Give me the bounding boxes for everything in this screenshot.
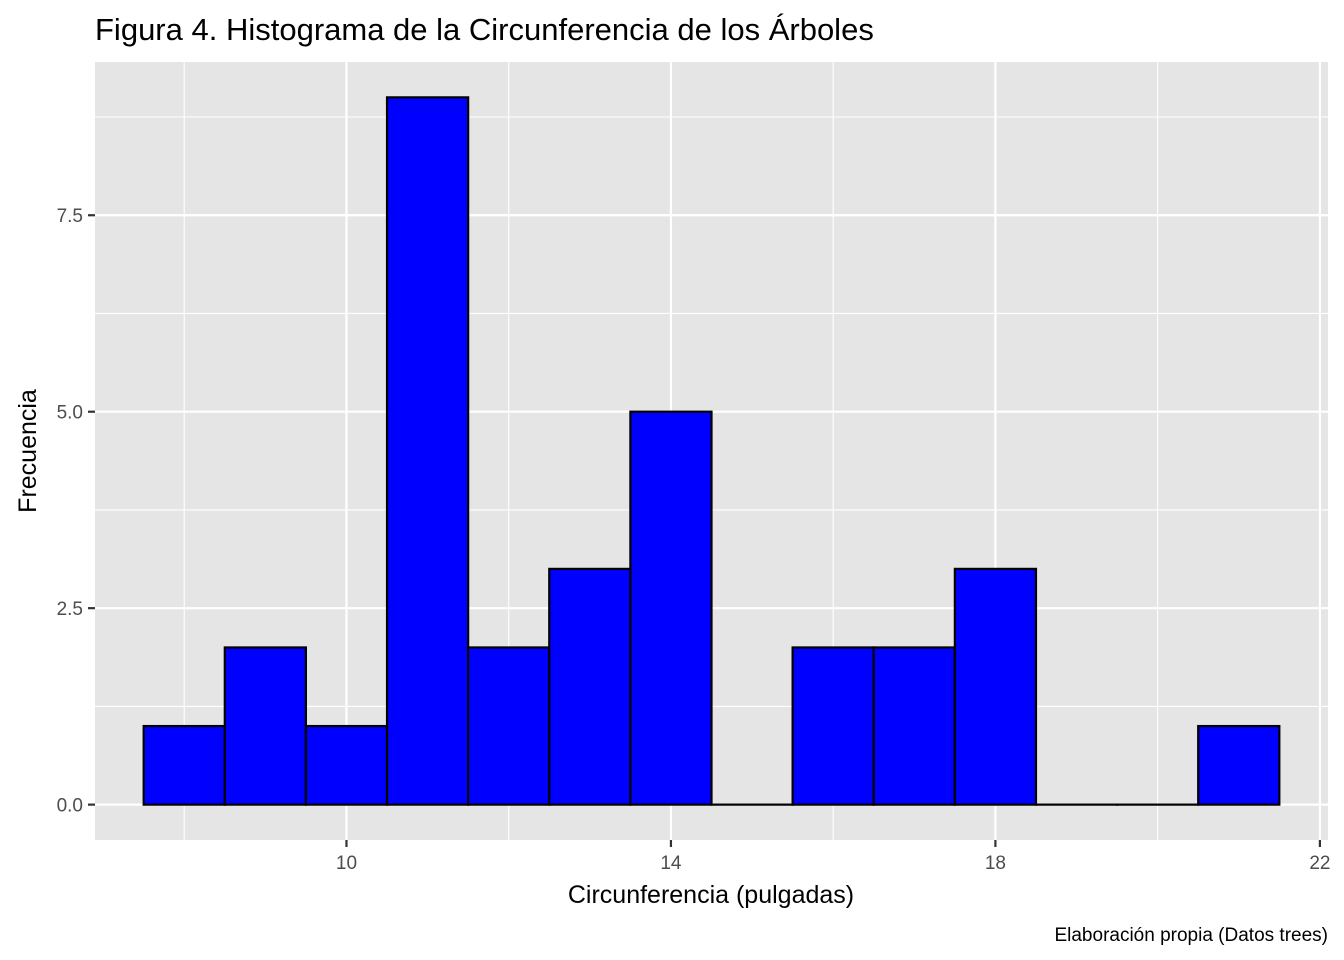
x-tick-label: 14 [660,853,682,874]
histogram-bar [142,724,226,806]
histogram-bar [791,646,875,806]
y-tick-label: 5.0 [57,403,83,424]
y-axis-title: Frecuencia [14,389,42,513]
histogram-bar [385,96,470,806]
x-tick-label: 22 [1309,853,1330,874]
y-tick-label: 2.5 [57,599,83,620]
histogram-bar [629,410,713,806]
histogram-bar [223,646,308,806]
chart-caption: Elaboración propia (Datos trees) [1054,925,1328,946]
histogram-bar [953,567,1038,806]
y-tick-label: 0.0 [57,796,83,817]
histogram-bar [872,646,956,806]
histogram-bar [548,567,632,806]
histogram-bar [304,724,389,806]
x-tick-label: 10 [336,853,357,874]
histogram-bar [1197,724,1281,806]
x-tick-label: 18 [985,853,1006,874]
histogram-bar [467,646,551,806]
plot-panel [95,62,1328,840]
x-axis-title: Circunferencia (pulgadas) [568,881,854,909]
y-tick-label: 7.5 [57,206,83,227]
chart-title: Figura 4. Histograma de la Circunferenci… [95,12,874,47]
